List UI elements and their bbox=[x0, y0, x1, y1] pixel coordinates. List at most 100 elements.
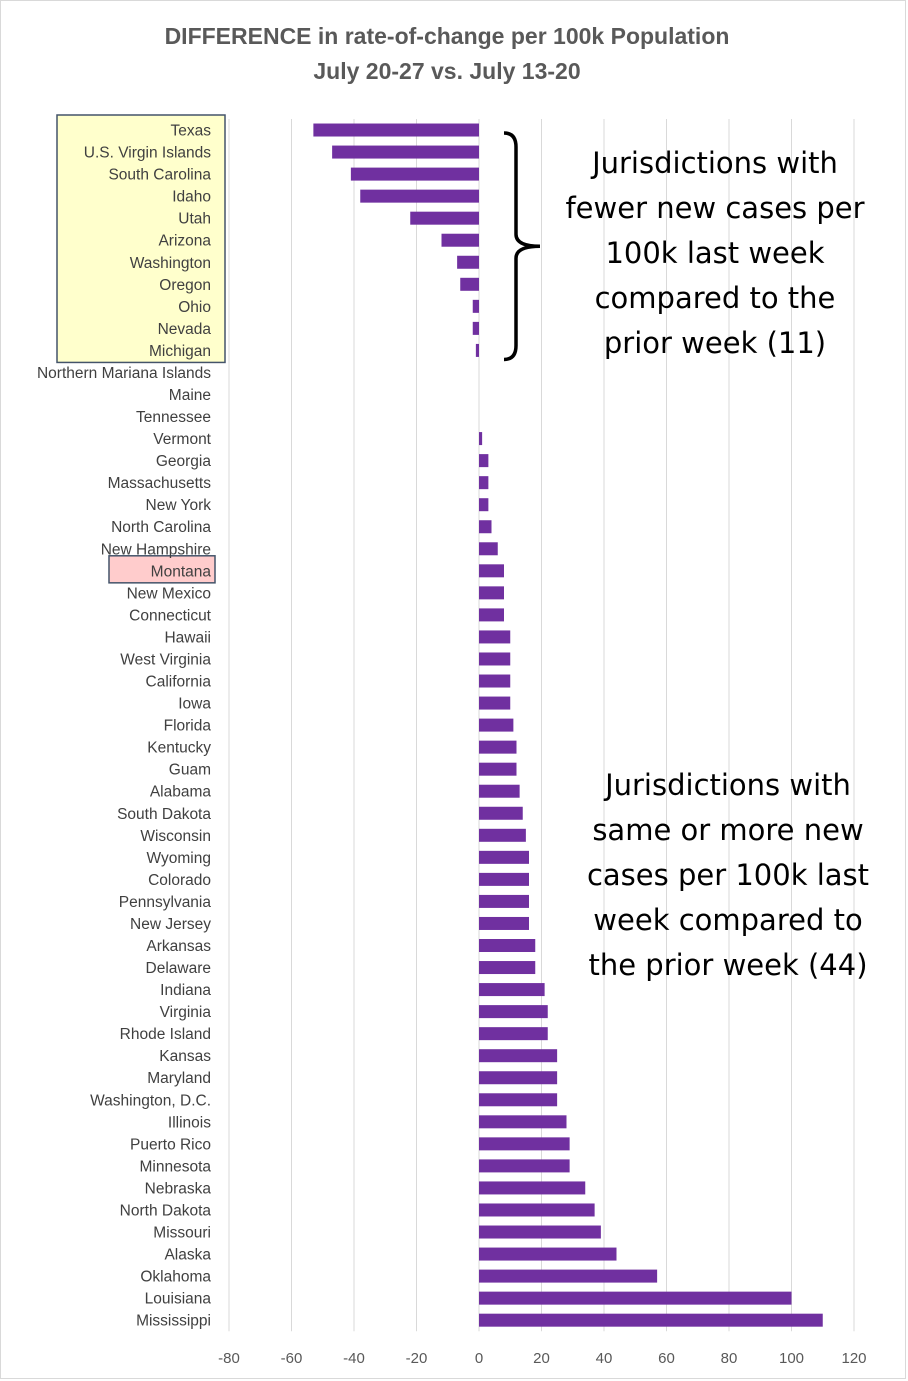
category-label-arizona: Arizona bbox=[158, 233, 211, 250]
bar-oregon bbox=[460, 277, 479, 291]
x-axis-tick-labels: -80 -60 -40 -20 0 20 40 60 80 100 120 bbox=[218, 1350, 866, 1367]
category-labels: Texas U.S. Virgin Islands South Carolina Id… bbox=[37, 123, 212, 1330]
category-label-wisconsin: Wisconsin bbox=[140, 828, 211, 845]
annot-2-line-3: cases per 100k last bbox=[587, 858, 869, 892]
category-label-wyoming: Wyoming bbox=[147, 850, 211, 867]
bars bbox=[313, 123, 823, 1327]
tick-label-100: 100 bbox=[779, 1350, 804, 1367]
bar-alabama bbox=[479, 784, 520, 798]
bar-kentucky bbox=[479, 740, 517, 754]
category-label-georgia: Georgia bbox=[156, 453, 212, 470]
tick-label-40: 40 bbox=[596, 1350, 613, 1367]
category-label-kansas: Kansas bbox=[159, 1048, 211, 1065]
annot-2-line-4: week compared to bbox=[593, 903, 862, 937]
bar-illinois bbox=[479, 1115, 567, 1129]
annotation-more-cases: Jurisdictions with same or more new cases … bbox=[587, 768, 869, 982]
bar-missouri bbox=[479, 1225, 601, 1239]
category-label-connecticut: Connecticut bbox=[129, 607, 212, 624]
category-label-indiana: Indiana bbox=[160, 982, 211, 999]
tick-label-40: -40 bbox=[343, 1350, 365, 1367]
bar-arkansas bbox=[479, 939, 536, 952]
annot-1-line-2: fewer new cases per bbox=[565, 191, 864, 225]
bar-south-carolina bbox=[350, 167, 479, 181]
bar-nevada bbox=[472, 321, 479, 335]
bar-wyoming bbox=[479, 850, 529, 864]
bar-connecticut bbox=[479, 608, 504, 622]
tick-label-120: 120 bbox=[841, 1350, 866, 1367]
bar-idaho bbox=[360, 189, 479, 203]
category-label-texas: Texas bbox=[171, 123, 212, 140]
annot-2-line-5: the prior week (44) bbox=[588, 948, 867, 982]
category-label-iowa: Iowa bbox=[178, 696, 211, 713]
category-label-nevada: Nevada bbox=[158, 321, 212, 338]
category-label-oklahoma: Oklahoma bbox=[140, 1269, 211, 1286]
category-label-mississippi: Mississippi bbox=[136, 1313, 211, 1330]
bar-delaware bbox=[479, 961, 536, 975]
bar-oklahoma bbox=[479, 1269, 658, 1283]
highlight-box-2 bbox=[108, 555, 216, 584]
tick-label-20: 20 bbox=[533, 1350, 550, 1367]
category-label-ohio: Ohio bbox=[178, 299, 211, 316]
category-label-south-carolina: South Carolina bbox=[108, 167, 211, 184]
category-label-arkansas: Arkansas bbox=[146, 938, 211, 955]
bar-iowa bbox=[479, 696, 511, 710]
category-label-oregon: Oregon bbox=[159, 277, 211, 294]
annotations: Jurisdictions with fewer new cases per 100… bbox=[503, 131, 869, 982]
bar-montana bbox=[479, 564, 504, 578]
category-label-guam: Guam bbox=[169, 762, 211, 779]
bar-ohio bbox=[472, 299, 479, 313]
bar-colorado bbox=[479, 872, 529, 886]
category-label-florida: Florida bbox=[164, 718, 212, 735]
annot-2-line-2: same or more new bbox=[592, 813, 863, 847]
annot-1-line-3: 100k last week bbox=[605, 236, 824, 270]
annot-1-line-4: compared to the bbox=[595, 281, 836, 315]
bar-alaska bbox=[479, 1247, 617, 1261]
tick-label-20: -20 bbox=[406, 1350, 428, 1367]
category-label-south-dakota: South Dakota bbox=[117, 806, 211, 823]
category-label-virginia: Virginia bbox=[160, 1004, 212, 1021]
bar-texas bbox=[313, 123, 479, 137]
tick-label-0: 0 bbox=[475, 1350, 483, 1367]
category-label-washington-d-c: Washington, D.C. bbox=[90, 1092, 211, 1109]
tick-label-80: 80 bbox=[721, 1350, 738, 1367]
category-label-hawaii: Hawaii bbox=[164, 629, 211, 646]
annot-1-line-1: Jurisdictions with bbox=[590, 146, 838, 180]
category-label-colorado: Colorado bbox=[148, 872, 211, 889]
category-label-minnesota: Minnesota bbox=[139, 1158, 211, 1175]
bar-west-virginia bbox=[479, 652, 511, 666]
highlight-box-1 bbox=[56, 114, 226, 364]
bar-louisiana bbox=[479, 1291, 792, 1305]
bar-pennsylvania bbox=[479, 894, 529, 908]
bar-minnesota bbox=[479, 1159, 570, 1173]
tick-label-60: 60 bbox=[658, 1350, 675, 1367]
category-label-new-york: New York bbox=[146, 497, 212, 514]
category-label-michigan: Michigan bbox=[149, 343, 211, 360]
bar-u-s-virgin-islands bbox=[332, 145, 479, 159]
category-label-new-jersey: New Jersey bbox=[130, 916, 211, 933]
bar-mississippi bbox=[479, 1313, 823, 1327]
bar-arizona bbox=[441, 233, 479, 247]
bar-virginia bbox=[479, 1005, 548, 1019]
annot-1-line-5: prior week (11) bbox=[604, 326, 826, 360]
bar-florida bbox=[479, 718, 514, 732]
annot-2-line-1: Jurisdictions with bbox=[603, 768, 851, 802]
bar-nebraska bbox=[479, 1181, 586, 1195]
category-label-new-mexico: New Mexico bbox=[127, 585, 211, 602]
bar-indiana bbox=[479, 983, 545, 997]
bar-georgia bbox=[479, 454, 489, 468]
bar-puerto-rico bbox=[479, 1137, 570, 1151]
highlight-boxes bbox=[56, 114, 226, 584]
category-label-maryland: Maryland bbox=[147, 1070, 211, 1087]
chart-title-line-1: DIFFERENCE in rate-of-change per 100k Po… bbox=[165, 23, 730, 49]
bar-hawaii bbox=[479, 630, 511, 644]
bar-rhode-island bbox=[479, 1027, 548, 1041]
category-label-missouri: Missouri bbox=[153, 1225, 211, 1242]
category-label-maine: Maine bbox=[169, 387, 211, 404]
category-label-massachusetts: Massachusetts bbox=[108, 475, 212, 492]
bar-massachusetts bbox=[479, 476, 489, 490]
category-label-california: California bbox=[146, 674, 212, 691]
tick-label-60: -60 bbox=[281, 1350, 303, 1367]
bar-north-carolina bbox=[479, 520, 492, 534]
category-label-delaware: Delaware bbox=[146, 960, 211, 977]
